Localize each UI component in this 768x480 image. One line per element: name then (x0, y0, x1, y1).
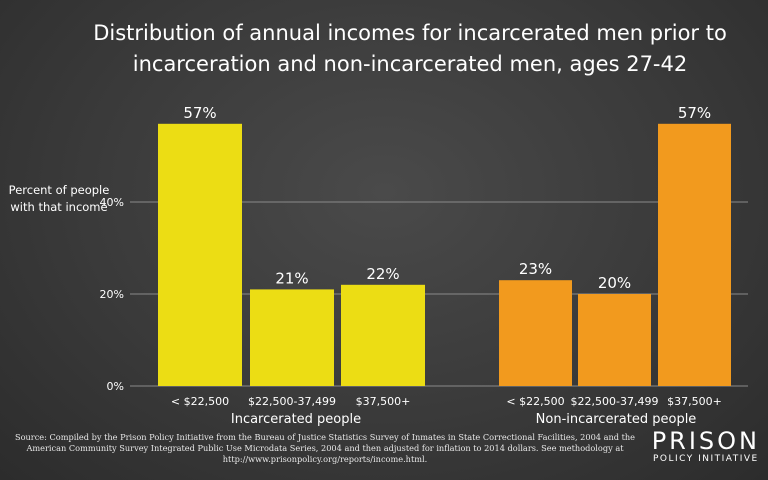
x-tick-label: $37,500+ (356, 395, 411, 408)
x-tick-label: < $22,500 (506, 395, 564, 408)
bar-value-label: 57% (678, 104, 711, 122)
y-axis-label: Percent of people with that income (8, 183, 110, 214)
prison-policy-initiative-logo: PRISON POLICY INITIATIVE (652, 428, 760, 464)
bar-value-label: 21% (275, 269, 308, 287)
x-tick-label: $22,500-37,499 (571, 395, 659, 408)
logo-top-text: PRISON (651, 427, 760, 455)
x-tick-label: < $22,500 (171, 395, 229, 408)
x-tick-label: $37,500+ (667, 395, 722, 408)
y-tick-label: 0% (107, 380, 124, 393)
bar (341, 284, 425, 386)
source-note: Source: Compiled by the Prison Policy In… (14, 432, 635, 464)
bar (158, 123, 242, 387)
y-tick-label: 20% (100, 288, 124, 301)
bar (250, 289, 334, 386)
bar (578, 294, 651, 386)
bar-value-label: 23% (519, 260, 552, 278)
bar-value-label: 20% (598, 274, 631, 292)
y-tick-label: 40% (100, 196, 124, 209)
bar-value-label: 22% (366, 265, 399, 283)
logo-bottom-text: POLICY INITIATIVE (652, 454, 759, 464)
group-label: Incarcerated people (231, 412, 361, 427)
x-tick-label: $22,500-37,499 (248, 395, 336, 408)
bar (658, 123, 731, 387)
group-label: Non-incarcerated people (536, 412, 697, 427)
bar-value-label: 57% (183, 104, 216, 122)
chart-title: Distribution of annual incomes for incar… (93, 21, 727, 76)
bar (499, 280, 572, 386)
